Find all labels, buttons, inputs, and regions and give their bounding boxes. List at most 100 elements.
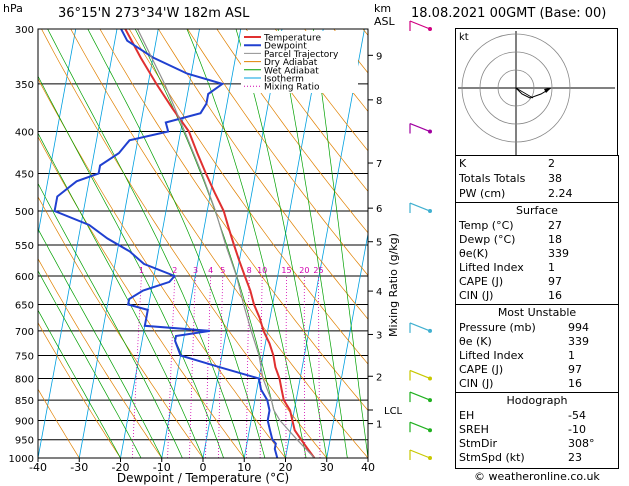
pressure-tick-label: 650 (15, 301, 34, 312)
surface-thetae-label: θe(K) (459, 247, 489, 260)
surface-temp-value: 27 (548, 219, 562, 232)
hodograph: kt (455, 28, 618, 158)
surface-cape-label: CAPE (J) (459, 275, 504, 288)
isotherm (38, 29, 118, 458)
pressure-tick-label: 400 (15, 128, 34, 139)
pressure-tick-label: 800 (15, 374, 34, 385)
wet-adiabat (87, 29, 266, 458)
mixing-ratio-label: 5 (220, 266, 225, 275)
mixing-ratio-label: 2 (172, 266, 177, 275)
mixing-ratio-label: 20 (299, 266, 309, 275)
mixing-ratio-line (285, 276, 287, 458)
dry-adiabat (99, 29, 368, 411)
mixing-ratio-label: 10 (257, 266, 267, 275)
most-unstable-table: Most Unstable Pressure (mb) 994 θe (K) 339… (455, 304, 619, 395)
km-tick-label: 9 (376, 51, 382, 62)
legend-entry-temperature: Temperature (263, 34, 321, 44)
wind-barb (409, 322, 431, 332)
x-tick-label: -10 (153, 461, 171, 474)
dry-adiabat (38, 322, 121, 458)
pressure-tick-label: 950 (15, 436, 34, 447)
pressure-tick-label: 1000 (9, 454, 34, 465)
pressure-tick-label: 750 (15, 351, 34, 362)
surface-dewp-label: Dewp (°C) (459, 233, 516, 246)
pw-value: 2.24 (548, 187, 573, 200)
x-tick-label: 20 (279, 461, 293, 474)
wet-adiabat (38, 75, 224, 458)
dry-adiabat (158, 29, 368, 320)
credit-footer[interactable]: © weatheronline.co.uk (474, 470, 600, 483)
mixing-ratio-label: 25 (313, 266, 323, 275)
wet-adiabat (277, 29, 348, 458)
mixing-ratio-label: 3 (193, 266, 198, 275)
hodograph-unit: kt (459, 32, 469, 43)
wind-barb-dot (428, 209, 432, 214)
km-label: km (374, 2, 392, 15)
isotherm (326, 231, 368, 458)
legend-entry-dry-adiabat: Dry Adiabat (264, 58, 318, 68)
wind-barb (409, 421, 431, 431)
mu-cin-label: CIN (J) (459, 377, 494, 390)
pw-label: PW (cm) (459, 187, 506, 200)
datetime-title: 18.08.2021 00GMT (Base: 00) (411, 6, 607, 21)
dry-adiabat (38, 136, 245, 458)
surface-cin-value: 16 (548, 289, 562, 302)
pressure-tick-label: 450 (15, 169, 34, 180)
wind-barb-dot (428, 456, 432, 460)
mixing-ratio-line (318, 276, 321, 458)
surface-dewp-value: 18 (548, 233, 562, 246)
mu-pressure-label: Pressure (mb) (459, 321, 536, 334)
wind-barb-dot (428, 129, 432, 134)
legend-entry-mixing-ratio: Mixing Ratio (264, 83, 320, 93)
surface-cape-value: 97 (548, 275, 562, 288)
x-tick-label: 10 (237, 461, 251, 474)
isotherm (243, 29, 324, 458)
pressure-tick-label: 850 (15, 396, 34, 407)
lcl-label: LCL (384, 406, 403, 417)
legend-entry-parcel-trajectory: Parcel Trajectory (264, 50, 339, 60)
mu-pressure-value: 994 (568, 321, 589, 334)
km-tick-label: 1 (376, 420, 382, 431)
mu-cape-label: CAPE (J) (459, 363, 504, 376)
asl-label: ASL (374, 15, 395, 28)
isotherm (285, 29, 365, 458)
stmdir-label: StmDir (459, 437, 498, 450)
pressure-tick-label: 350 (15, 80, 34, 91)
x-tick-label: 40 (361, 461, 375, 474)
surface-li-value: 1 (548, 261, 555, 274)
mu-thetae-label: θe (K) (459, 335, 492, 348)
stmspd-label: StmSpd (kt) (459, 451, 525, 464)
stmspd-value: 23 (568, 451, 582, 464)
surface-temp-label: Temp (°C) (459, 219, 514, 232)
mu-li-label: Lifted Index (459, 349, 524, 362)
km-tick-label: 2 (376, 372, 382, 383)
hodograph-table: Hodograph EH -54 SREH -10 StmDir 308° StmSp… (455, 392, 619, 469)
wet-adiabat (134, 29, 286, 458)
mixing-ratio-axis-label: Mixing Ratio (g/kg) (387, 233, 400, 337)
location-title: 36°15'N 273°34'W 182m ASL (58, 6, 250, 21)
wind-barb (409, 369, 431, 380)
pressure-tick-label: 500 (15, 207, 34, 218)
legend-entry-dewpoint: Dewpoint (264, 42, 307, 52)
series-parcel-trajectory (137, 29, 315, 458)
pressure-tick-label: 300 (15, 25, 34, 36)
mu-cape-value: 97 (568, 363, 582, 376)
indices-table: K 2 Totals Totals 38 PW (cm) 2.24 (455, 155, 619, 205)
wind-barb-dot (428, 328, 432, 333)
unstable-title: Most Unstable (497, 306, 577, 319)
wind-barb (409, 391, 431, 401)
wind-barb (409, 20, 431, 30)
mixing-ratio-line (167, 275, 176, 458)
wind-barb-dot (428, 376, 432, 381)
km-tick-label: 8 (376, 96, 382, 107)
isotherm (202, 29, 283, 458)
dry-adiabat (38, 258, 163, 458)
dry-adiabat (128, 29, 368, 365)
x-tick-label: 0 (200, 461, 207, 474)
wet-adiabat (47, 29, 245, 458)
surface-cin-label: CIN (J) (459, 289, 494, 302)
mixing-ratio-line (189, 275, 196, 458)
mixing-ratio-label: 15 (281, 266, 291, 275)
mixing-ratio-line (131, 275, 142, 458)
eh-label: EH (459, 409, 475, 422)
